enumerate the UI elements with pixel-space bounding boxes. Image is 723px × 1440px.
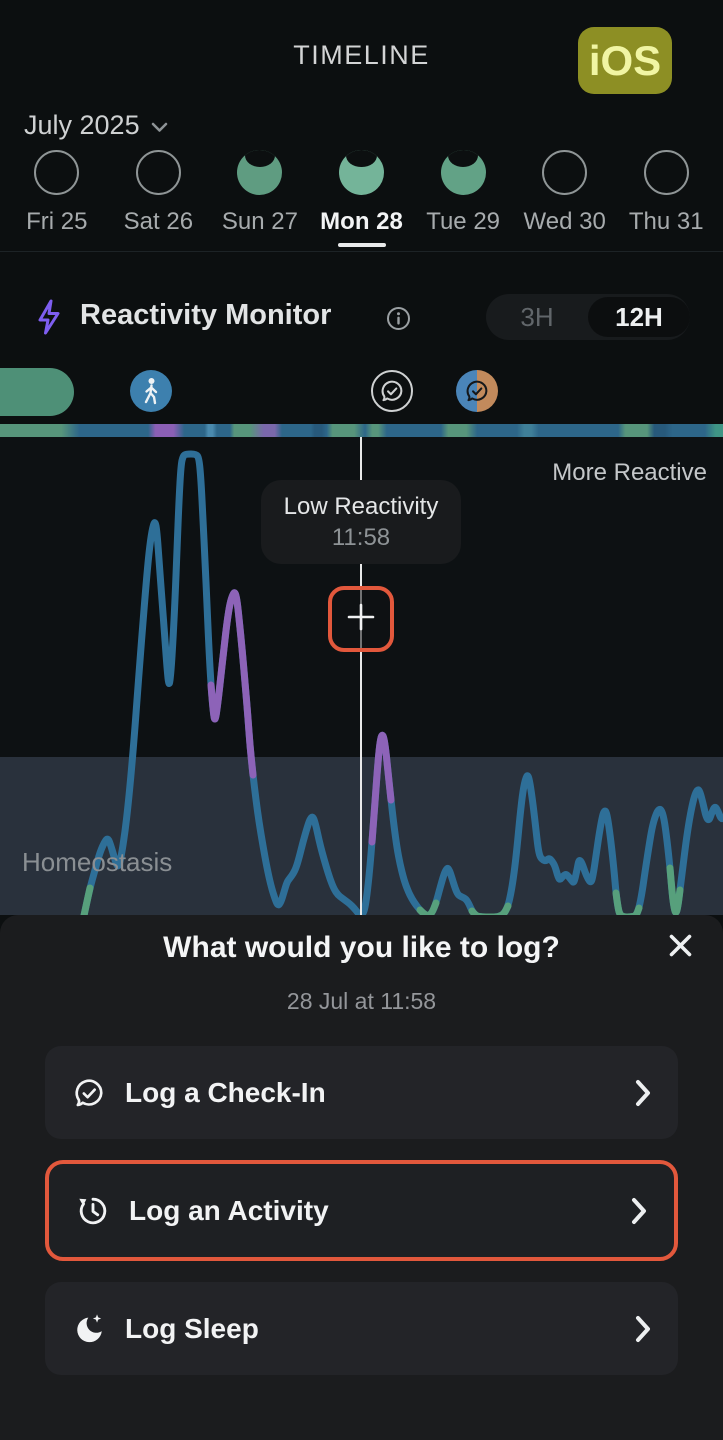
chevron-down-icon [150, 110, 169, 141]
sleep-session-bar[interactable] [0, 368, 74, 416]
day-circle [440, 150, 486, 195]
option-label: Log a Check-In [125, 1076, 326, 1108]
day-tue-29[interactable]: Tue 29 [412, 150, 514, 247]
selected-day-underline [337, 243, 386, 247]
line-segment-green [468, 902, 512, 915]
check-in-outline-icon[interactable] [371, 370, 413, 412]
check-in-filled-icon[interactable] [456, 370, 498, 412]
day-circle [542, 150, 588, 195]
day-label: Wed 30 [523, 208, 606, 235]
log-a-check-in-button[interactable]: Log a Check-In [45, 1046, 678, 1139]
day-label: Fri 25 [26, 208, 88, 235]
log-bottom-sheet: What would you like to log? 28 Jul at 11… [0, 915, 723, 1440]
chevron-right-icon [634, 1314, 652, 1344]
cursor-tooltip: Low Reactivity 11:58 [261, 480, 461, 564]
day-sun-27[interactable]: Sun 27 [209, 150, 311, 247]
walk-activity-icon[interactable] [130, 370, 172, 412]
day-label: Thu 31 [628, 208, 704, 235]
lightning-bolt-icon [34, 298, 64, 341]
day-thu-31[interactable]: Thu 31 [615, 150, 717, 247]
more-reactive-label: More Reactive [552, 459, 707, 486]
sheet-subtitle: 28 Jul at 11:58 [286, 988, 437, 1014]
time-range-toggle: 3H 12H [486, 294, 690, 340]
day-circle [237, 150, 283, 195]
range-option-12h[interactable]: 12H [588, 297, 690, 337]
option-label: Log Sleep [125, 1312, 259, 1344]
page-title: TIMELINE [293, 40, 430, 70]
chevron-right-icon [630, 1196, 648, 1226]
range-option-3h[interactable]: 3H [520, 301, 554, 332]
log-options-list: Log a Check-In Log an Activity Log Sleep [45, 1046, 678, 1375]
check-in-bubble-icon [71, 1075, 107, 1111]
day-fri-25[interactable]: Fri 25 [6, 150, 108, 247]
day-circle [643, 150, 689, 195]
day-sat-26[interactable]: Sat 26 [108, 150, 210, 247]
cursor-tooltip-time: 11:58 [331, 524, 391, 551]
day-circle [34, 150, 80, 195]
day-fill-notch [346, 150, 377, 168]
line-segment-green [416, 899, 440, 915]
close-button[interactable] [663, 931, 697, 965]
day-wed-30[interactable]: Wed 30 [514, 150, 616, 247]
cursor-line [359, 437, 362, 915]
day-label: Sat 26 [123, 208, 194, 235]
day-mon-28[interactable]: Mon 28 [311, 150, 413, 247]
month-selector[interactable]: July 2025 [24, 110, 169, 141]
sheet-title: What would you like to log? [163, 931, 560, 964]
add-log-button[interactable] [328, 586, 394, 652]
day-label: Sun 27 [221, 208, 298, 235]
log-sleep-button[interactable]: Log Sleep [45, 1282, 678, 1375]
reactivity-timeline-bar[interactable] [0, 424, 723, 437]
day-fill-notch [244, 150, 276, 168]
line-segment-green [666, 864, 684, 915]
line-segment-green [612, 889, 643, 915]
line-segment-purple [207, 589, 257, 779]
day-circle [339, 150, 385, 195]
sleep-moon-icon [71, 1311, 107, 1347]
monitor-title: Reactivity Monitor [80, 299, 332, 331]
homeostasis-label: Homeostasis [22, 847, 173, 877]
option-label: Log an Activity [129, 1194, 329, 1226]
day-selector: Fri 25 Sat 26 Sun 27 Mon 28 Tue 29 Wed 30 Thu … [6, 150, 717, 247]
platform-badge: iOS [578, 27, 672, 94]
plus-icon [344, 600, 378, 639]
line-segment-purple [368, 731, 395, 846]
homeostasis-band [0, 757, 723, 915]
activity-clock-icon [75, 1193, 111, 1229]
reactivity-chart[interactable]: More Reactive Homeostasis Low Reactivity… [0, 437, 723, 915]
chevron-right-icon [634, 1078, 652, 1108]
close-icon [667, 932, 694, 964]
day-label: Mon 28 [320, 208, 403, 235]
day-label: Tue 29 [426, 208, 501, 235]
info-icon[interactable] [386, 306, 411, 336]
month-label: July 2025 [24, 110, 140, 140]
divider [0, 251, 723, 252]
day-circle [135, 150, 181, 195]
cursor-tooltip-title: Low Reactivity [283, 493, 439, 520]
line-segment-green [80, 884, 94, 915]
log-an-activity-button[interactable]: Log an Activity [45, 1160, 678, 1261]
day-fill-notch [447, 150, 479, 168]
